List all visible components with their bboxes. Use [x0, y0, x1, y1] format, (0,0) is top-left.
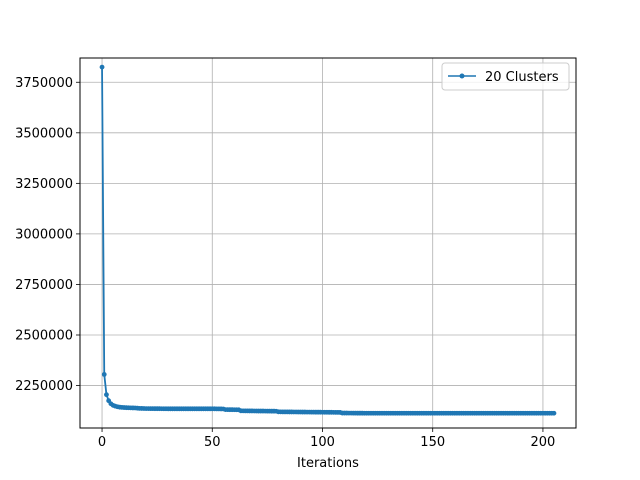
data-point [551, 410, 557, 416]
x-tick-label: 50 [204, 435, 221, 450]
data-point [99, 64, 105, 70]
legend-marker-swatch [459, 73, 465, 79]
data-point [104, 392, 109, 398]
x-axis-label: Iterations [297, 456, 359, 471]
y-tick-label: 2500000 [15, 328, 73, 343]
y-tick-label: 3750000 [15, 76, 73, 91]
x-tick-label: 200 [531, 435, 556, 450]
legend-label-20-clusters: 20 Clusters [485, 70, 559, 85]
x-axis: 0 50 100 150 200 [98, 428, 555, 450]
x-tick-label: 100 [310, 435, 335, 450]
series-layer [99, 64, 557, 416]
y-tick-label: 2250000 [15, 379, 73, 394]
data-point [101, 372, 107, 377]
grid-lines [80, 58, 576, 428]
y-axis: 2250000 2500000 2750000 3000000 3250000 35000… [15, 76, 80, 394]
plot-area-frame [79, 57, 577, 429]
y-tick-label: 3000000 [15, 227, 73, 242]
y-tick-label: 3250000 [15, 177, 73, 192]
y-tick-label: 3500000 [15, 126, 73, 141]
x-tick-label: 0 [98, 435, 106, 450]
legend: 20 Clusters [441, 62, 570, 91]
y-tick-label: 2750000 [15, 278, 73, 293]
x-tick-label: 150 [420, 435, 445, 450]
legend-box [441, 62, 570, 91]
